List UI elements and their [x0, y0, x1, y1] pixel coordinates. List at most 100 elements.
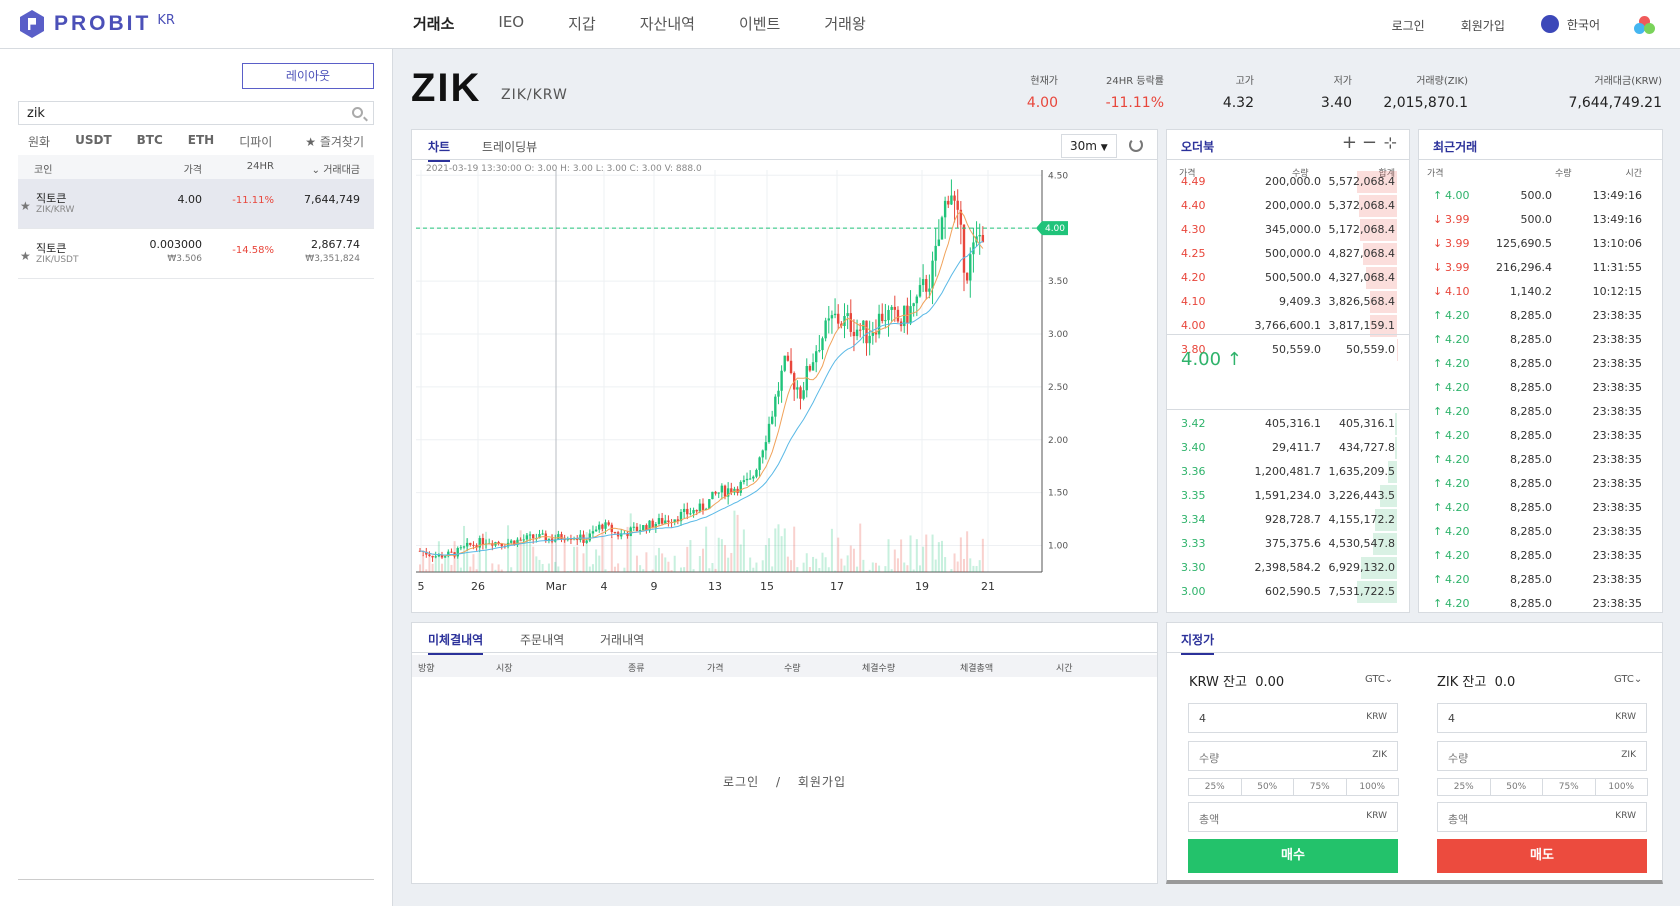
orderbook-row[interactable]: 3.42 405,316.1 405,316.1	[1167, 412, 1409, 436]
sell-pct-75[interactable]: 75%	[1542, 778, 1596, 796]
nav-asset-history[interactable]: 자산내역	[639, 15, 695, 33]
volume-bar	[896, 558, 899, 572]
arrow-down-icon: ↓	[1433, 213, 1443, 226]
buy-price-input[interactable]: 4 KRW	[1188, 703, 1398, 733]
nav-ieo[interactable]: IEO	[498, 13, 525, 31]
nav-trading-king[interactable]: 거래왕	[824, 15, 866, 33]
nav-exchange[interactable]: 거래소	[413, 15, 455, 33]
buy-button[interactable]: 매수	[1188, 839, 1398, 873]
sell-percent-buttons: 25% 50% 75% 100%	[1437, 778, 1648, 796]
col-price[interactable]: 가격	[183, 165, 202, 176]
orderbook-row[interactable]: 4.40 200,000.0 5,372,068.4	[1167, 194, 1409, 218]
col-volume[interactable]: ⌄ 거래대금	[312, 161, 360, 176]
coin-row[interactable]: ★ 직토큰 ZIK/KRW 4.00 -11.11% 7,644,749	[18, 179, 374, 229]
orderbook-row[interactable]: 4.25 500,000.0 4,827,068.4	[1167, 242, 1409, 266]
orderbook-row[interactable]: 3.35 1,591,234.0 3,226,443.5	[1167, 484, 1409, 508]
tab-krw[interactable]: 원화	[28, 135, 51, 149]
buy-qty-input[interactable]: 수량 ZIK	[1188, 741, 1398, 771]
buy-pct-25[interactable]: 25%	[1188, 778, 1242, 796]
orders-login-link[interactable]: 로그인	[723, 775, 760, 789]
orderbook-row[interactable]: 4.20 500,500.0 4,327,068.4	[1167, 266, 1409, 290]
signup-link[interactable]: 회원가입	[1460, 18, 1505, 33]
sell-qty-input[interactable]: 수량 ZIK	[1437, 741, 1647, 771]
tab-btc[interactable]: BTC	[136, 133, 163, 147]
orderbook-row[interactable]: 3.40 29,411.7 434,727.8	[1167, 436, 1409, 460]
coin-search-input[interactable]: zik	[18, 101, 374, 125]
orderbook-row[interactable]: 3.30 2,398,584.2 6,929,132.0	[1167, 556, 1409, 580]
tab-defi[interactable]: 디파이	[239, 135, 273, 149]
tab-trade-history[interactable]: 거래내역	[600, 633, 645, 647]
price-chart[interactable]: 4.50 4.00 3.50 3.00 2.50 2.00 1.50 1.00 5 26 Mar 4 9…	[412, 162, 1157, 612]
candle-body	[635, 526, 639, 531]
volume-bar	[777, 524, 780, 572]
tab-favorites[interactable]: ★ 즐겨찾기	[305, 133, 364, 150]
candle-body	[874, 331, 878, 335]
ob-price: 3.30	[1181, 561, 1206, 574]
x-tick-label: 21	[981, 580, 995, 593]
tab-usdt[interactable]: USDT	[75, 133, 112, 147]
candle-body	[717, 492, 720, 494]
volume-bar	[975, 566, 978, 572]
tab-tradingview[interactable]: 트레이딩뷰	[482, 140, 538, 154]
sell-pct-25[interactable]: 25%	[1437, 778, 1491, 796]
tab-eth[interactable]: ETH	[187, 133, 215, 147]
tab-open-orders[interactable]: 미체결내역	[428, 631, 484, 655]
trades-columns: 가격 수량 시간	[1419, 160, 1662, 182]
trade-row: ↓ 3.99 216,296.4 11:31:55	[1419, 256, 1662, 280]
trade-time: 13:10:06	[1592, 237, 1642, 250]
zoom-out-icon[interactable]: −	[1361, 132, 1377, 153]
orderbook-row[interactable]: 3.80 50,559.0 50,559.0	[1167, 338, 1409, 362]
candle-body	[830, 315, 834, 319]
buy-tif-select[interactable]: GTC⌄	[1365, 674, 1393, 685]
tab-order-history[interactable]: 주문내역	[520, 633, 565, 647]
orders-signup-link[interactable]: 회원가입	[797, 775, 846, 789]
sell-tif-select[interactable]: GTC⌄	[1614, 674, 1642, 685]
sell-total-input[interactable]: 총액 KRW	[1437, 802, 1647, 832]
buy-pct-50[interactable]: 50%	[1240, 778, 1294, 796]
candle-body	[667, 520, 670, 522]
candle-body	[450, 551, 453, 553]
theme-icon[interactable]	[1634, 16, 1656, 35]
buy-pct-100[interactable]: 100%	[1345, 778, 1399, 796]
tab-limit-order[interactable]: 지정가	[1181, 631, 1215, 655]
orderbook-row[interactable]: 4.10 9,409.3 3,826,568.4	[1167, 290, 1409, 314]
orderbook-row[interactable]: 3.33 375,375.6 4,530,547.8	[1167, 532, 1409, 556]
tab-chart[interactable]: 차트	[428, 138, 451, 162]
orderbook-row[interactable]: 4.30 345,000.0 5,172,068.4	[1167, 218, 1409, 242]
candle-body	[701, 503, 705, 511]
sell-button[interactable]: 매도	[1437, 839, 1647, 873]
orderbook-row[interactable]: 3.34 928,728.7 4,155,172.2	[1167, 508, 1409, 532]
grouping-icon[interactable]: ⊹	[1383, 133, 1397, 152]
orderbook-row[interactable]: 3.00 602,590.5 7,531,722.5	[1167, 580, 1409, 604]
nav-wallet[interactable]: 지갑	[568, 15, 596, 33]
volume-bar	[654, 555, 657, 572]
buy-pct-75[interactable]: 75%	[1293, 778, 1347, 796]
layout-button[interactable]: 레이아웃	[242, 63, 374, 89]
login-link[interactable]: 로그인	[1391, 18, 1425, 33]
sell-price-input[interactable]: 4 KRW	[1437, 703, 1647, 733]
trade-time: 23:38:35	[1592, 573, 1642, 586]
coin-row[interactable]: ★ 직토큰 ZIK/USDT 0.003000 ₩3.506 -14.58% 2,…	[18, 229, 374, 279]
star-icon[interactable]: ★	[20, 249, 31, 263]
ob-price: 4.25	[1181, 247, 1206, 260]
buy-total-input[interactable]: 총액 KRW	[1188, 802, 1398, 832]
star-icon[interactable]: ★	[20, 199, 31, 213]
zoom-in-icon[interactable]: +	[1341, 132, 1357, 153]
orderbook-row[interactable]: 4.00 3,766,600.1 3,817,159.1	[1167, 314, 1409, 338]
language-selector[interactable]: 한국어	[1540, 14, 1600, 35]
logo[interactable]: PROBIT KR	[20, 10, 175, 38]
search-icon[interactable]	[352, 107, 363, 118]
orderbook-row[interactable]: 4.49 200,000.0 5,572,068.4	[1167, 170, 1409, 194]
orderbook-row[interactable]: 3.36 1,200,481.7 1,635,209.5	[1167, 460, 1409, 484]
sell-pct-100[interactable]: 100%	[1594, 778, 1648, 796]
col-change[interactable]: 24HR	[246, 161, 274, 172]
chevron-down-icon: ⌄	[1633, 674, 1643, 685]
ob-qty: 1,591,234.0	[1254, 489, 1321, 502]
sell-pct-50[interactable]: 50%	[1489, 778, 1543, 796]
x-tick-label: 9	[651, 580, 658, 593]
interval-select[interactable]: 30m ▼	[1061, 134, 1117, 158]
ob-total: 4,827,068.4	[1328, 247, 1395, 260]
refresh-icon[interactable]	[1129, 138, 1143, 152]
arrow-up-icon: ↑	[1433, 525, 1443, 538]
nav-event[interactable]: 이벤트	[738, 15, 781, 33]
